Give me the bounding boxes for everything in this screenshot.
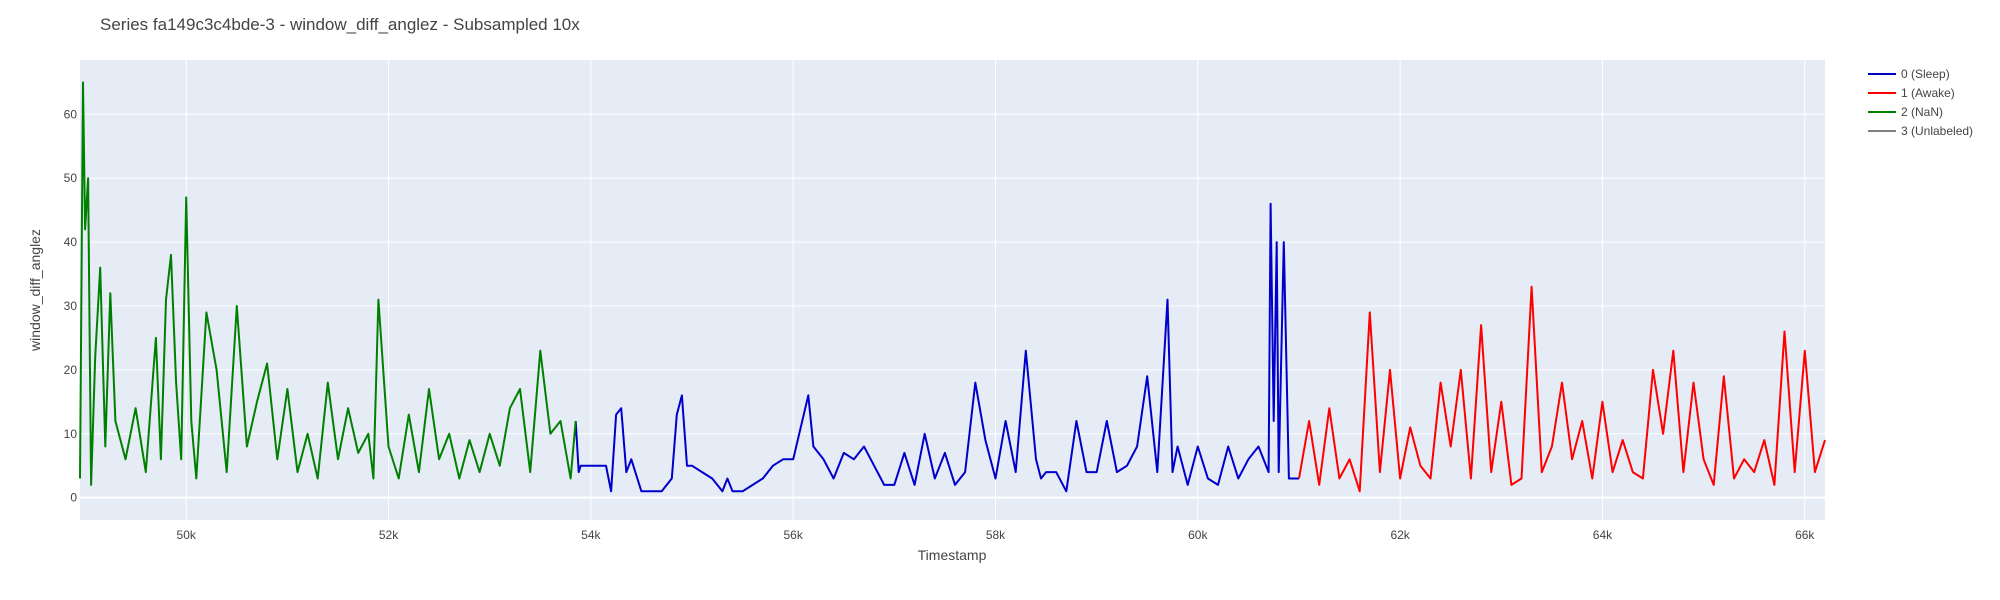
y-tick-label: 10 xyxy=(64,427,78,441)
x-tick-label: 58k xyxy=(986,528,1006,542)
plot-background xyxy=(80,60,1825,520)
y-tick-label: 40 xyxy=(64,235,78,249)
legend-item[interactable]: 1 (Awake) xyxy=(1868,86,1955,100)
x-tick-label: 52k xyxy=(379,528,399,542)
legend-item[interactable]: 0 (Sleep) xyxy=(1868,67,1950,81)
x-axis-ticks: 50k 52k 54k 56k 58k 60k 62k 64k 66k xyxy=(177,528,1816,542)
y-axis-ticks: 0 10 20 30 40 50 60 xyxy=(64,107,78,504)
x-tick-label: 50k xyxy=(177,528,197,542)
y-tick-label: 50 xyxy=(64,171,78,185)
x-tick-label: 64k xyxy=(1593,528,1613,542)
legend-label: 3 (Unlabeled) xyxy=(1901,124,1973,138)
x-axis-title: Timestamp xyxy=(918,547,987,563)
y-axis-title: window_diff_anglez xyxy=(27,229,43,352)
grid-lines xyxy=(80,60,1825,520)
x-tick-label: 56k xyxy=(783,528,803,542)
y-tick-label: 20 xyxy=(64,363,78,377)
series-line-2 xyxy=(79,81,577,486)
series-line-1 xyxy=(1298,285,1826,493)
legend-label: 1 (Awake) xyxy=(1901,86,1955,100)
legend[interactable]: 0 (Sleep) 1 (Awake) 2 (NaN) 3 (Unlabeled) xyxy=(1868,67,1973,138)
legend-label: 0 (Sleep) xyxy=(1901,67,1950,81)
x-tick-label: 62k xyxy=(1390,528,1410,542)
chart-title: Series fa149c3c4bde-3 - window_diff_angl… xyxy=(100,15,580,34)
legend-label: 2 (NaN) xyxy=(1901,105,1943,119)
legend-item[interactable]: 2 (NaN) xyxy=(1868,105,1943,119)
x-tick-label: 66k xyxy=(1795,528,1815,542)
y-tick-label: 60 xyxy=(64,107,78,121)
x-tick-label: 54k xyxy=(581,528,601,542)
series-lines xyxy=(79,81,1826,493)
y-tick-label: 0 xyxy=(70,491,77,505)
x-tick-label: 60k xyxy=(1188,528,1208,542)
y-tick-label: 30 xyxy=(64,299,78,313)
legend-item[interactable]: 3 (Unlabeled) xyxy=(1868,124,1973,138)
series-line-0 xyxy=(574,202,1299,493)
